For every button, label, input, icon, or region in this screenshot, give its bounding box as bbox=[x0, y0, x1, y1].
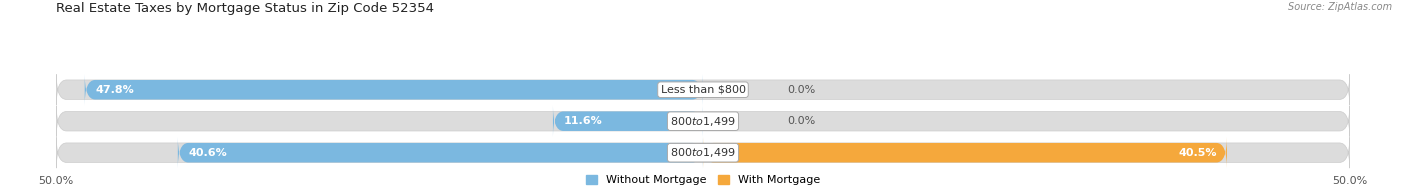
FancyBboxPatch shape bbox=[177, 137, 703, 168]
FancyBboxPatch shape bbox=[553, 106, 703, 137]
Text: Less than $800: Less than $800 bbox=[661, 85, 745, 95]
Text: 40.6%: 40.6% bbox=[188, 148, 226, 158]
Legend: Without Mortgage, With Mortgage: Without Mortgage, With Mortgage bbox=[582, 170, 824, 190]
Text: $800 to $1,499: $800 to $1,499 bbox=[671, 146, 735, 159]
Text: 47.8%: 47.8% bbox=[96, 85, 134, 95]
Text: Real Estate Taxes by Mortgage Status in Zip Code 52354: Real Estate Taxes by Mortgage Status in … bbox=[56, 2, 434, 15]
Text: 40.5%: 40.5% bbox=[1178, 148, 1216, 158]
FancyBboxPatch shape bbox=[56, 137, 1350, 168]
FancyBboxPatch shape bbox=[56, 74, 1350, 105]
FancyBboxPatch shape bbox=[84, 74, 703, 105]
Text: 0.0%: 0.0% bbox=[787, 85, 815, 95]
Text: $800 to $1,499: $800 to $1,499 bbox=[671, 115, 735, 128]
FancyBboxPatch shape bbox=[703, 137, 1227, 168]
Text: Source: ZipAtlas.com: Source: ZipAtlas.com bbox=[1288, 2, 1392, 12]
FancyBboxPatch shape bbox=[56, 106, 1350, 137]
Text: 11.6%: 11.6% bbox=[564, 116, 602, 126]
Text: 0.0%: 0.0% bbox=[787, 116, 815, 126]
